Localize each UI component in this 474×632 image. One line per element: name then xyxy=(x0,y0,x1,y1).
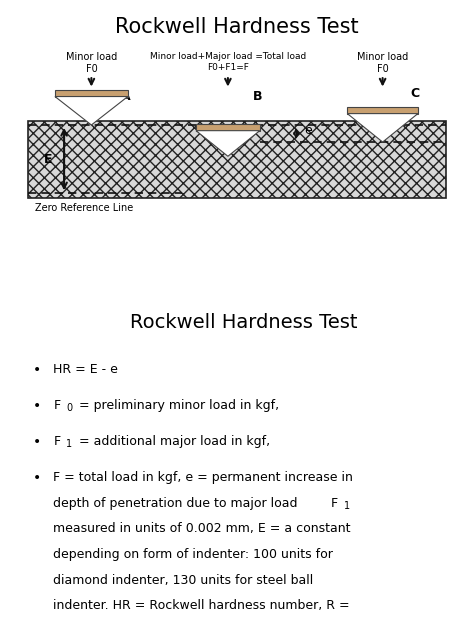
Text: C: C xyxy=(410,87,419,100)
Text: F: F xyxy=(331,497,338,509)
Text: A: A xyxy=(121,90,131,103)
Text: •: • xyxy=(33,471,41,485)
Polygon shape xyxy=(55,97,128,125)
Text: B: B xyxy=(253,90,263,103)
Text: Minor load+Major load =Total load
F0+F1=F: Minor load+Major load =Total load F0+F1=… xyxy=(150,52,306,72)
Text: = additional major load in kgf,: = additional major load in kgf, xyxy=(75,435,271,448)
Text: F: F xyxy=(53,399,60,411)
Text: diamond indenter, 130 units for steel ball: diamond indenter, 130 units for steel ba… xyxy=(53,573,314,586)
Text: F: F xyxy=(53,435,60,448)
Text: = preliminary minor load in kgf,: = preliminary minor load in kgf, xyxy=(75,399,280,411)
Bar xyxy=(27,121,447,197)
Text: measured in units of 0.002 mm, E = a constant: measured in units of 0.002 mm, E = a con… xyxy=(53,522,351,535)
Text: 1: 1 xyxy=(344,501,350,511)
Text: •: • xyxy=(33,399,41,413)
Text: Rockwell Hardness Test: Rockwell Hardness Test xyxy=(115,17,359,37)
Text: e: e xyxy=(304,124,312,137)
Text: Minor load
F0: Minor load F0 xyxy=(357,52,408,74)
Bar xyxy=(55,90,128,97)
Text: Rockwell Hardness Test: Rockwell Hardness Test xyxy=(130,313,358,332)
Text: E: E xyxy=(44,152,53,166)
Text: indenter. HR = Rockwell hardness number, R =: indenter. HR = Rockwell hardness number,… xyxy=(53,599,350,612)
Text: Zero Reference Line: Zero Reference Line xyxy=(35,204,133,213)
Text: F = total load in kgf, e = permanent increase in: F = total load in kgf, e = permanent inc… xyxy=(53,471,353,484)
Polygon shape xyxy=(196,131,260,156)
Text: 0: 0 xyxy=(66,403,73,413)
Bar xyxy=(347,107,418,114)
Text: •: • xyxy=(33,363,41,377)
Text: depending on form of indenter: 100 units for: depending on form of indenter: 100 units… xyxy=(53,548,333,561)
Bar xyxy=(196,125,260,131)
Polygon shape xyxy=(347,114,418,142)
Text: 1: 1 xyxy=(66,439,73,449)
Text: Minor load
F0: Minor load F0 xyxy=(66,52,117,74)
Text: •: • xyxy=(33,435,41,449)
Text: depth of penetration due to major load: depth of penetration due to major load xyxy=(53,497,302,509)
Text: HR = E - e: HR = E - e xyxy=(53,363,118,375)
